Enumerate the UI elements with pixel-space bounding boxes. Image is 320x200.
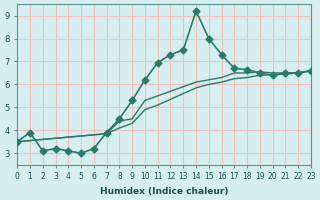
X-axis label: Humidex (Indice chaleur): Humidex (Indice chaleur) <box>100 187 228 196</box>
